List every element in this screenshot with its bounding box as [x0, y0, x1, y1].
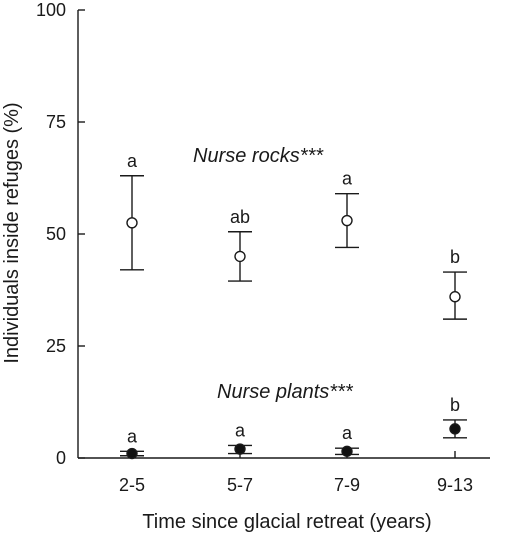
x-tick-label: 7-9: [334, 475, 360, 495]
data-point: [341, 445, 353, 457]
y-axis-title: Individuals inside refuges (%): [1, 102, 23, 363]
data-point: [126, 217, 138, 229]
significance-letter: b: [450, 395, 460, 415]
significance-letter: a: [127, 426, 138, 446]
data-point: [234, 443, 246, 455]
significance-letter: a: [342, 423, 353, 443]
x-tick-label: 5-7: [227, 475, 253, 495]
y-tick-label: 75: [46, 112, 66, 132]
y-tick-label: 50: [46, 224, 66, 244]
y-tick-label: 100: [36, 0, 66, 20]
data-point: [126, 447, 138, 460]
x-axis-title: Time since glacial retreat (years): [142, 511, 431, 533]
significance-letter: b: [450, 247, 460, 267]
significance-letter: a: [127, 151, 138, 171]
significance-letter: ab: [230, 207, 250, 227]
x-tick-label: 9-13: [437, 475, 473, 495]
y-ticks: 0 25 50 75 100: [36, 0, 85, 468]
data-point: [449, 291, 461, 303]
significance-letter: a: [235, 420, 246, 440]
data-point: [449, 423, 461, 435]
series-1: a a a b: [120, 395, 467, 460]
y-tick-label: 25: [46, 336, 66, 356]
data-point: [341, 214, 353, 227]
x-ticks: 2-5 5-7 7-9 9-13: [119, 451, 473, 495]
x-tick-label: 2-5: [119, 475, 145, 495]
data-point: [234, 250, 246, 263]
series-label-nurse-rocks: Nurse rocks***: [193, 145, 324, 167]
series-label-nurse-plants: Nurse plants***: [217, 381, 354, 403]
y-tick-label: 0: [56, 448, 66, 468]
significance-letter: a: [342, 169, 353, 189]
